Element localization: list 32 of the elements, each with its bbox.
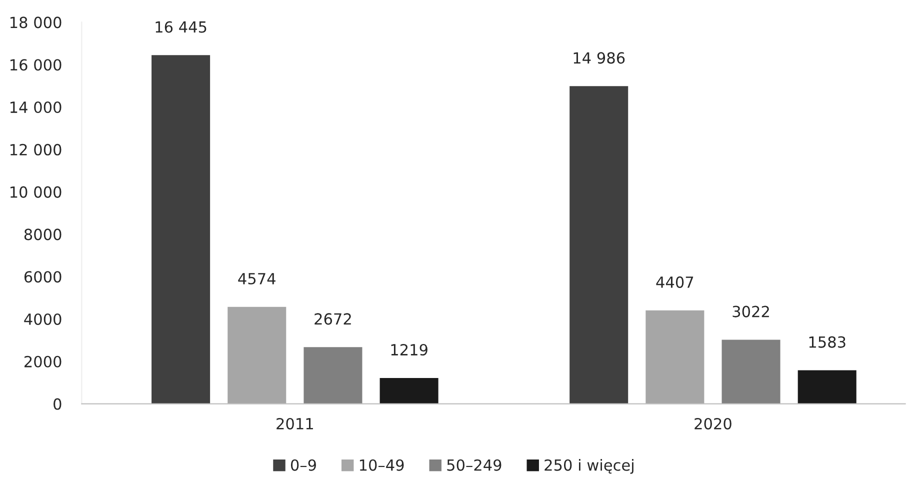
bar [304,347,362,404]
legend-label: 0–9 [290,459,316,471]
data-label: 4574 [238,273,276,284]
x-tick-label: 2011 [276,418,313,430]
data-label: 16 445 [156,21,206,33]
data-label: 3022 [732,306,769,318]
y-tick-label: 10 000 [10,186,62,198]
bar [798,370,856,404]
bar [646,310,704,404]
data-label: 1219 [391,344,428,356]
y-tick-label: 18 000 [10,16,62,28]
y-tick-label: 14 000 [10,101,62,114]
bar [152,55,210,404]
data-label: 2672 [314,313,351,325]
legend-label: 10–49 [360,459,404,471]
x-tick-label: 2020 [694,418,732,430]
bar [570,86,628,404]
y-tick-label: 16 000 [10,59,62,71]
bar [722,340,780,404]
legend-label: 50–249 [447,459,502,471]
data-label: 4407 [656,276,694,288]
bar [228,306,286,404]
y-tick-label: 8000 [24,228,62,240]
y-tick-label: 12 000 [10,144,62,156]
y-tick-label: 2000 [24,356,62,368]
y-tick-label: 0 [54,398,62,410]
bar [380,378,438,404]
data-label: 14 986 [574,52,625,64]
y-tick-label: 4000 [24,313,62,326]
y-tick-label: 6000 [24,271,62,283]
data-label: 1583 [809,336,846,348]
legend-label: 250 i więcej [544,459,634,474]
